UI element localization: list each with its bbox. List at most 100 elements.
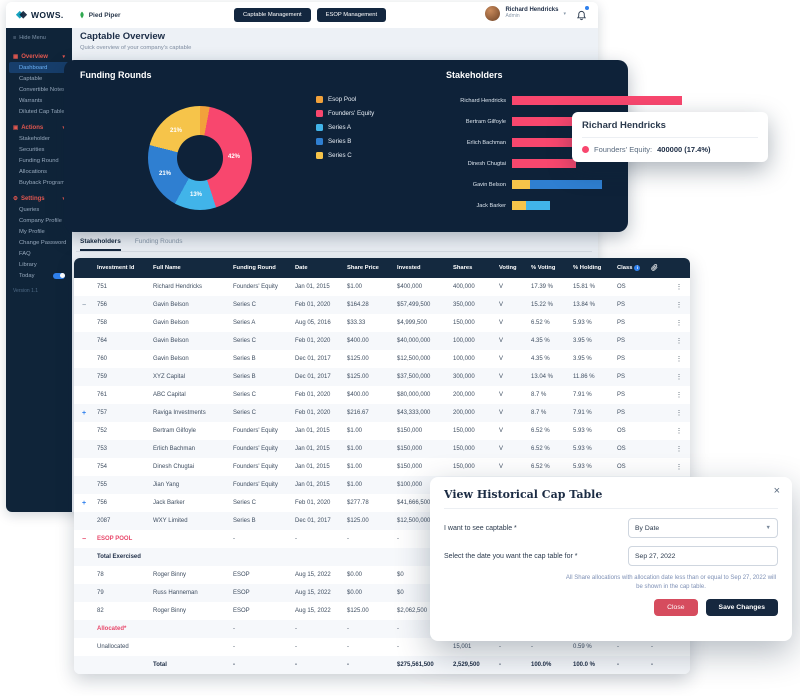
- col-voting[interactable]: Voting: [499, 265, 517, 271]
- collapse-row-icon[interactable]: −: [81, 535, 87, 543]
- collapse-row-icon[interactable]: −: [81, 301, 87, 309]
- row-menu-icon[interactable]: ⋮: [675, 302, 683, 309]
- hide-menu-button[interactable]: ≡ Hide Menu: [13, 35, 46, 41]
- cell-id: 764: [97, 338, 108, 344]
- row-menu-icon[interactable]: ⋮: [675, 338, 683, 345]
- cell-voting: -: [499, 644, 501, 650]
- sidebar-item-today[interactable]: Today: [6, 270, 72, 281]
- col-pct-holding[interactable]: % Holding: [573, 265, 602, 271]
- bar-row: Jack Barker: [444, 195, 682, 216]
- sidebar-item-company-profile[interactable]: Company Profile: [19, 217, 62, 224]
- close-button[interactable]: Close: [654, 599, 698, 617]
- chart-tooltip: Richard Hendricks Founders' Equity: 4000…: [572, 112, 768, 162]
- cell-name: Roger Binny: [153, 572, 187, 578]
- table-row[interactable]: 764 Gavin Belson Series C Feb 01, 2020 $400.…: [74, 332, 690, 350]
- hamburger-icon: ≡: [13, 35, 17, 41]
- table-row[interactable]: 753 Erlich Bachman Founders' Equity Jan 01,…: [74, 440, 690, 458]
- stakeholder-bar[interactable]: [512, 117, 576, 126]
- bar-label: Jack Barker: [476, 202, 506, 209]
- esop-management-button[interactable]: ESOP Management: [316, 8, 387, 22]
- stakeholder-bar[interactable]: [512, 96, 682, 105]
- sidebar-item-my-profile[interactable]: My Profile: [19, 228, 45, 235]
- cell-shares: 150,000: [453, 446, 475, 452]
- col-class[interactable]: Class i: [614, 265, 648, 271]
- row-menu-icon[interactable]: ⋮: [675, 464, 683, 471]
- tab-funding-rounds[interactable]: Funding Rounds: [134, 238, 183, 245]
- sidebar-item-dashboard[interactable]: Dashboard: [9, 62, 69, 73]
- user-menu[interactable]: Richard Hendricks Admin ▾: [485, 5, 589, 21]
- row-menu-icon[interactable]: ⋮: [675, 410, 683, 417]
- sidebar-item-warrants[interactable]: Warrants: [19, 97, 43, 104]
- table-row[interactable]: 78 Roger Binny ESOP Aug 15, 2022 $0.00 $0: [74, 566, 690, 584]
- sidebar-section-overview[interactable]: ▦ Overview ▾: [13, 54, 65, 60]
- col-full-name[interactable]: Full Name: [153, 265, 181, 271]
- sidebar-item-stakeholder[interactable]: Stakeholder: [19, 135, 50, 142]
- row-menu-icon[interactable]: ⋮: [675, 446, 683, 453]
- save-changes-button[interactable]: Save Changes: [705, 599, 778, 617]
- table-row[interactable]: 752 Bertram Gilfoyle Founders' Equity Jan 0…: [74, 422, 690, 440]
- cell-price: $0.00: [347, 572, 363, 578]
- sidebar-item-queries[interactable]: Queries: [19, 206, 40, 213]
- table-row[interactable]: 760 Gavin Belson Series B Dec 01, 2017 $125.…: [74, 350, 690, 368]
- funding-rounds-donut[interactable]: [148, 106, 252, 210]
- sidebar-item-allocations[interactable]: Allocations: [19, 168, 48, 175]
- row-menu-icon[interactable]: ⋮: [675, 356, 683, 363]
- sidebar-item-diluted-cap-table[interactable]: Diluted Cap Table: [19, 108, 65, 115]
- table-row[interactable]: − ESOP POOL - - - -: [74, 530, 690, 548]
- table-row[interactable]: 751 Richard Hendricks Founders' Equity Jan …: [74, 278, 690, 296]
- sidebar-item-convertible-notes[interactable]: Convertible Notes: [19, 86, 66, 93]
- table-row[interactable]: − 756 Gavin Belson Series C Feb 01, 2020 $164…: [74, 296, 690, 314]
- notifications-bell-icon[interactable]: [576, 5, 589, 20]
- cell-price: $400.00: [347, 338, 369, 344]
- funding-rounds-legend: Esop Pool Founders' Equity Series A Series …: [316, 96, 374, 159]
- row-menu-icon[interactable]: ⋮: [675, 374, 683, 381]
- row-menu-icon[interactable]: ⋮: [675, 392, 683, 399]
- stakeholder-bar[interactable]: [512, 159, 576, 168]
- expand-row-icon[interactable]: +: [81, 499, 87, 507]
- close-icon[interactable]: ×: [773, 485, 780, 497]
- sidebar-item-faq[interactable]: FAQ: [19, 250, 31, 257]
- stakeholder-bar[interactable]: [512, 201, 550, 210]
- tab-stakeholders[interactable]: Stakeholders: [80, 238, 121, 251]
- captable-management-button[interactable]: Captable Management: [234, 8, 311, 22]
- cell-pcth: 7.91 %: [573, 392, 592, 398]
- stakeholder-bar[interactable]: [512, 180, 603, 189]
- sidebar-item-captable[interactable]: Captable: [19, 75, 43, 82]
- table-row[interactable]: 759 XYZ Capital Series B Dec 01, 2017 $125.0…: [74, 368, 690, 386]
- row-menu-icon[interactable]: ⋮: [675, 320, 683, 327]
- today-toggle[interactable]: [53, 272, 65, 279]
- sidebar-item-funding-round[interactable]: Funding Round: [19, 157, 59, 164]
- info-icon[interactable]: i: [634, 265, 641, 271]
- sidebar-item-change-password[interactable]: Change Password: [19, 239, 67, 246]
- sidebar-section-settings[interactable]: ⚙Settings▾: [6, 192, 72, 204]
- row-menu-icon[interactable]: ⋮: [675, 284, 683, 291]
- table-row[interactable]: 82 Roger Binny ESOP Aug 15, 2022 $125.00 $2,0…: [74, 602, 690, 620]
- expand-row-icon[interactable]: +: [81, 409, 87, 417]
- col-invested[interactable]: Invested: [397, 265, 421, 271]
- cell-shares: 15,001: [453, 644, 472, 650]
- cell-invested: $12,500,000: [397, 518, 431, 524]
- col-funding-round[interactable]: Funding Round: [233, 265, 276, 271]
- sidebar-item-buyback-programs[interactable]: Buyback Programs: [19, 179, 68, 186]
- captable-date-input[interactable]: Sep 27, 2022: [628, 546, 778, 566]
- cell-shares: 100,000: [453, 338, 475, 344]
- sidebar-item-library[interactable]: Library: [19, 261, 37, 268]
- sidebar-section-actions[interactable]: ▣Actions▾: [6, 121, 72, 133]
- table-row[interactable]: 761 ABC Capital Series C Feb 01, 2020 $400.0…: [74, 386, 690, 404]
- table-row[interactable]: 758 Gavin Belson Series A Aug 05, 2016 $33.3…: [74, 314, 690, 332]
- captable-type-select[interactable]: By Date ▼: [628, 518, 778, 538]
- cell-pcth: 13.84 %: [573, 302, 596, 308]
- stakeholder-bar[interactable]: [512, 138, 576, 147]
- row-menu-icon[interactable]: ⋮: [675, 428, 683, 435]
- table-row[interactable]: Total - - - $275,561,500 2,529,500 - 100.0% 100.…: [74, 656, 690, 674]
- col-shares[interactable]: Shares: [453, 265, 473, 271]
- col-share-price[interactable]: Share Price: [347, 265, 379, 271]
- col-date[interactable]: Date: [295, 265, 308, 271]
- col-investment-id[interactable]: Investment Id: [97, 265, 135, 271]
- col-pct-voting[interactable]: % Voting: [531, 265, 556, 271]
- company-switcher[interactable]: Pied Piper: [78, 11, 121, 19]
- sidebar-item-securities[interactable]: Securities: [19, 146, 45, 153]
- table-row[interactable]: 754 Dinesh Chugtai Founders' Equity Jan 01,…: [74, 458, 690, 476]
- table-row[interactable]: Unallocated - - - - 15,001 - - 0.59 % - -: [74, 638, 690, 656]
- table-row[interactable]: +757 Raviga Investments Series C Feb 01, 20…: [74, 404, 690, 422]
